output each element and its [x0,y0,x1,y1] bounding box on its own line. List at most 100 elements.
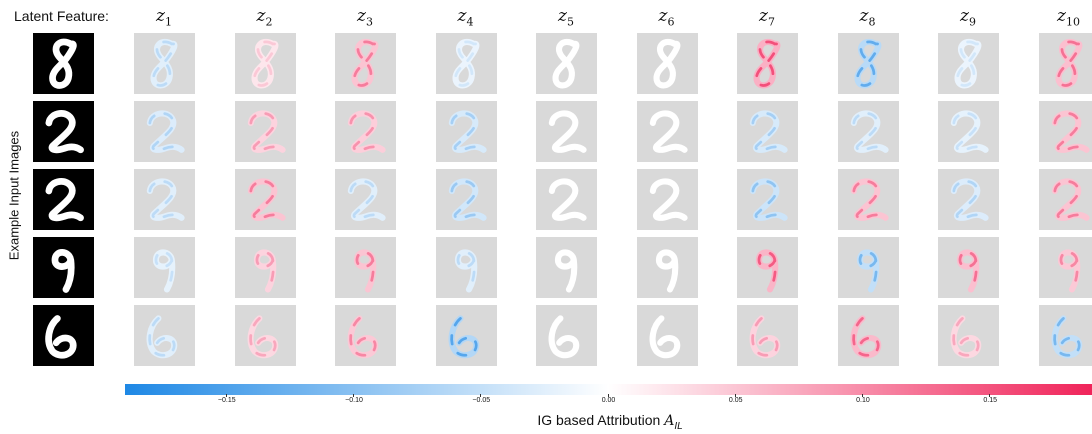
attribution-map-r5-z6 [636,305,698,366]
latent-header-z1: z1 [156,6,172,29]
attribution-map-r2-z3 [335,101,396,162]
digit-stroke [146,315,178,359]
attribution-map-r1-z2 [234,33,296,94]
attribution-highlight [1052,112,1088,152]
attribution-highlight [1056,40,1081,87]
colorbar-tick: 0.05 [716,394,756,404]
digit-stroke [649,178,688,221]
attribution-highlight [355,251,375,291]
attribution-highlight [952,112,987,152]
attribution-map-r1-z9 [938,33,999,94]
attribution-map-r4-z9 [938,237,999,298]
attribution-map-r1-z4 [435,33,497,94]
attribution-map-r5-z3 [335,305,396,366]
attribution-map-r4-z10 [1038,237,1092,298]
attribution-map-r4-z3 [335,237,396,298]
input-image-1 [33,33,94,94]
attribution-highlight [252,40,277,87]
digit-stroke [1051,315,1082,359]
attribution-map-r4-z1 [134,237,195,298]
attribution-map-r1-z6 [636,33,698,94]
attribution-highlight [1059,251,1079,291]
colorbar-tick: 0.00 [589,394,629,404]
attribution-map-r2-z6 [636,101,698,162]
digit-stroke [45,110,84,154]
input-image-5 [33,305,94,366]
colorbar-tick: −0.05 [461,394,501,404]
attribution-highlight [751,112,786,152]
attribution-map-r3-z9 [938,169,999,230]
digit-stroke [655,249,678,293]
attribution-highlight [851,180,887,220]
latent-header-z6: z6 [658,6,675,29]
attribution-highlight [154,251,174,291]
digit-stroke [552,38,580,89]
digit-stroke [652,38,680,89]
digit-stroke [749,315,781,359]
attribution-map-r5-z8 [837,305,899,366]
attribution-map-r3-z6 [636,169,698,230]
latent-header-z3: z3 [357,6,373,29]
attribution-highlight [1052,180,1088,220]
digit-stroke [649,315,680,359]
attribution-highlight [755,40,779,87]
digit-stroke [448,315,479,359]
attribution-highlight [449,112,485,152]
attribution-map-r3-z3 [335,169,396,230]
latent-header-z10: z10 [1057,6,1080,29]
attribution-map-r2-z9 [938,101,999,162]
attribution-highlight [958,251,978,291]
attribution-highlight [952,180,987,220]
attribution-highlight [148,112,183,152]
attribution-highlight [349,180,384,220]
attribution-highlight [751,180,786,220]
colorbar-tick: −0.15 [207,394,247,404]
digit-stroke [247,315,278,359]
attribution-highlight [956,40,980,87]
latent-feature-label: Latent Feature: [14,8,109,24]
attribution-map-r2-z2 [234,101,296,162]
attribution-highlight [858,251,878,291]
attribution-map-r3-z8 [837,169,899,230]
attribution-map-r3-z1 [134,169,195,230]
attribution-map-r5-z4 [435,305,497,366]
attribution-map-r1-z10 [1038,33,1092,94]
colorbar [125,384,1092,395]
input-image-2 [33,101,94,162]
row-axis-label: Example Input Images [6,130,22,261]
attribution-map-r4-z8 [837,237,899,298]
attribution-map-r3-z2 [234,169,296,230]
attribution-highlight [851,112,887,152]
colorbar-label: IG based Attribution AIL [480,412,740,432]
colorbar-label-text: IG based Attribution [537,412,665,428]
input-image-3 [33,169,94,230]
attribution-map-r2-z5 [536,101,597,162]
digit-stroke [548,110,587,153]
attribution-map-r2-z7 [737,101,798,162]
attribution-highlight [248,180,284,220]
attribution-map-r3-z7 [737,169,798,230]
digit-stroke [45,315,77,359]
colorbar-tick: −0.10 [334,394,374,404]
attribution-map-r5-z5 [536,305,597,366]
latent-header-z9: z9 [960,6,976,29]
latent-header-z7: z7 [759,6,775,29]
attribution-map-r1-z8 [837,33,899,94]
digit-stroke [950,315,982,359]
digit-stroke [850,315,881,359]
colorbar-tick: 0.10 [843,394,883,404]
attribution-highlight [248,112,284,152]
digit-stroke [49,38,77,89]
attribution-map-r2-z4 [435,101,497,162]
attribution-map-r5-z7 [737,305,798,366]
attribution-map-r4-z2 [234,237,296,298]
latent-header-z5: z5 [558,6,574,29]
digit-stroke [45,178,84,222]
attribution-map-r5-z9 [938,305,999,366]
attribution-highlight [152,40,176,87]
digit-stroke [548,315,580,359]
input-image-4 [33,237,94,298]
attribution-highlight [255,251,275,291]
attribution-highlight [353,40,377,87]
